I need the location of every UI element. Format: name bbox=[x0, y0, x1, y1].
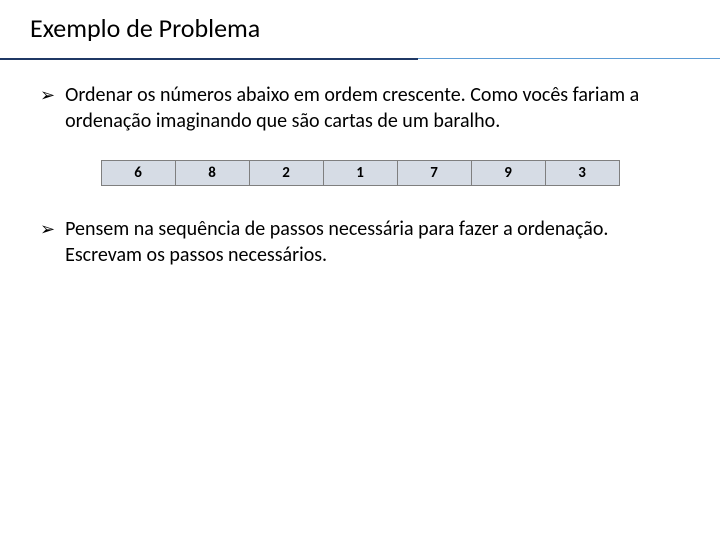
number-cell: 8 bbox=[175, 160, 250, 186]
title-block: Exemplo de Problema bbox=[0, 0, 720, 50]
slide: Exemplo de Problema ➢ Ordenar os números… bbox=[0, 0, 720, 540]
number-cell: 9 bbox=[471, 160, 546, 186]
number-cell: 6 bbox=[101, 160, 176, 186]
page-title: Exemplo de Problema bbox=[30, 12, 690, 44]
underline-right bbox=[418, 56, 720, 59]
number-cell: 1 bbox=[323, 160, 398, 186]
number-cell: 2 bbox=[249, 160, 324, 186]
bullet-item: ➢ Ordenar os números abaixo em ordem cre… bbox=[40, 82, 680, 134]
bullet-text: Pensem na sequência de passos necessária… bbox=[65, 216, 680, 268]
bullet-item: ➢ Pensem na sequência de passos necessár… bbox=[40, 216, 680, 268]
content-area: ➢ Ordenar os números abaixo em ordem cre… bbox=[0, 60, 720, 268]
number-cell: 7 bbox=[397, 160, 472, 186]
chevron-bullet-icon: ➢ bbox=[40, 216, 55, 242]
bullet-text: Ordenar os números abaixo em ordem cresc… bbox=[65, 82, 680, 134]
number-cells-row: 6 8 2 1 7 9 3 bbox=[40, 160, 680, 186]
chevron-bullet-icon: ➢ bbox=[40, 82, 55, 108]
underline-left bbox=[0, 56, 418, 60]
number-cell: 3 bbox=[545, 160, 620, 186]
